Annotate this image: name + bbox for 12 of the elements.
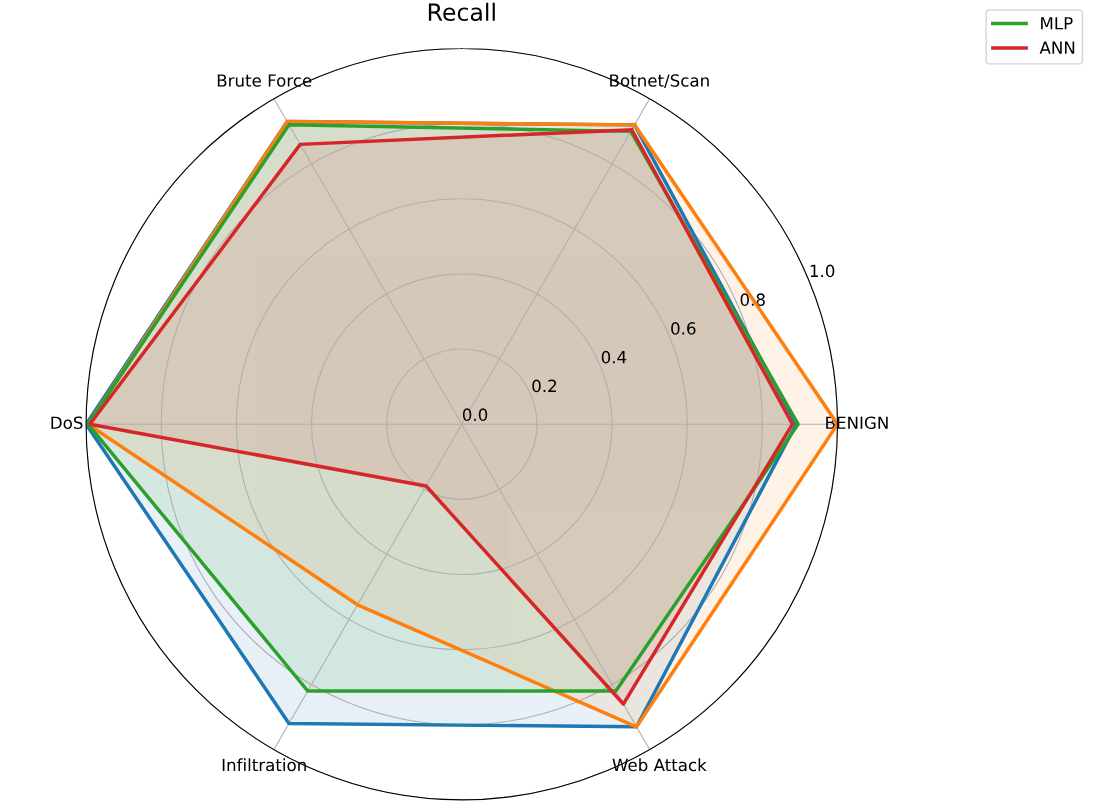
y-tick-label: 0.4	[601, 350, 627, 364]
spoke-label: Infiltration	[222, 758, 306, 772]
y-tick-label: 0.6	[671, 322, 696, 335]
y-tick-label: 0.0	[462, 408, 488, 421]
legend-label: ANN	[1039, 41, 1075, 54]
spoke-label: Botnet/Scan	[610, 74, 709, 89]
spoke-label: Brute Force	[217, 74, 312, 87]
legend-label: MLP	[1041, 17, 1073, 30]
chart-title: Recall	[428, 2, 495, 22]
spoke-label: DoS	[51, 416, 83, 430]
y-tick-label: 1.0	[810, 264, 835, 278]
y-tick-label: 0.2	[532, 379, 557, 393]
